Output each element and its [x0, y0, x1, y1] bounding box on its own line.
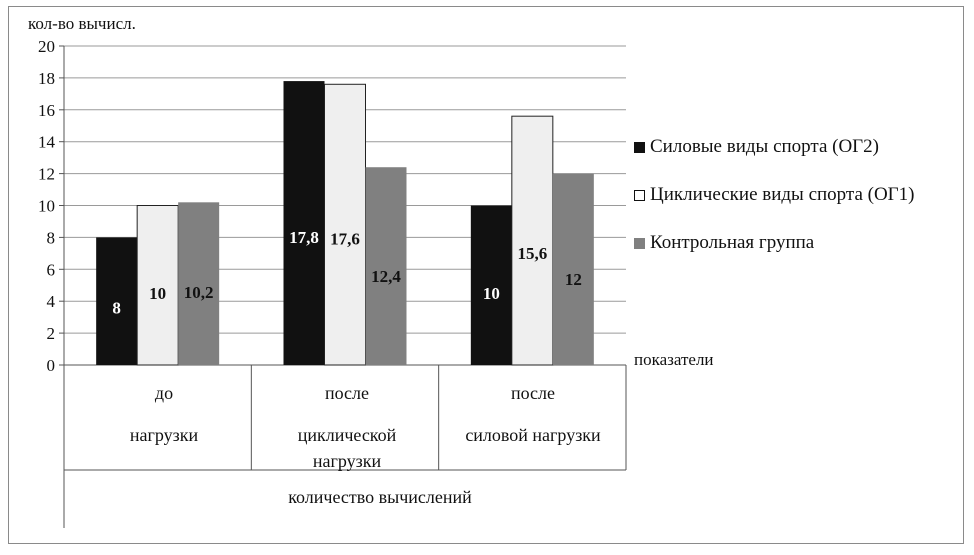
legend-item-control: Контрольная группа: [634, 228, 964, 258]
y-axis-label: кол-во вычисл.: [28, 14, 136, 33]
legend-item-cyclic: Циклические виды спорта (ОГ1): [634, 180, 964, 210]
bar: [283, 81, 325, 365]
y-tick-label: 2: [47, 324, 56, 343]
chart-frame: [8, 6, 964, 544]
y-tick-label: 4: [47, 292, 56, 311]
legend: Силовые виды спорта (ОГ2) Циклические ви…: [634, 132, 964, 276]
y-tick-label: 14: [38, 133, 56, 152]
y-tick-label: 18: [38, 69, 55, 88]
data-label: 8: [112, 299, 121, 318]
category-line2: циклической нагрузки: [297, 425, 397, 471]
legend-swatch: [634, 142, 645, 153]
x-axis-label: показатели: [634, 350, 714, 369]
y-tick-label: 12: [38, 165, 55, 184]
bar: [470, 205, 512, 365]
legend-label: Контрольная группа: [650, 232, 815, 253]
bar: [96, 237, 138, 365]
category-line1: до: [154, 383, 174, 403]
data-label: 10: [149, 284, 166, 303]
group-label: количество вычислений: [288, 487, 472, 507]
bar: [511, 115, 554, 366]
legend-label: Циклические виды спорта (ОГ1): [650, 184, 915, 205]
y-tick-label: 0: [47, 356, 56, 375]
bar: [324, 83, 366, 366]
y-tick-label: 20: [38, 37, 55, 56]
bar: [178, 202, 220, 365]
bar: [552, 173, 594, 365]
y-tick-label: 16: [38, 101, 55, 120]
bar: [365, 167, 407, 365]
category-line2: силовой нагрузки: [465, 425, 601, 445]
y-tick-label: 6: [47, 260, 56, 279]
category-line2: нагрузки: [129, 425, 199, 445]
y-tick-label: 10: [38, 197, 55, 216]
legend-swatch: [634, 238, 645, 249]
category-label-after-strength: после силовой нагрузки: [442, 380, 624, 448]
category-label-after-cyclic: после циклической нагрузки: [278, 380, 416, 474]
data-label: 12,4: [371, 267, 401, 286]
legend-swatch: [634, 190, 645, 201]
category-line1: после: [324, 383, 370, 403]
category-label-before: до нагрузки: [94, 380, 234, 448]
data-label: 12: [565, 270, 582, 289]
category-line1: после: [510, 383, 556, 403]
data-label: 15,6: [517, 244, 547, 263]
bar: [136, 205, 179, 366]
legend-label: Силовые виды спорта (ОГ2): [650, 136, 879, 157]
legend-item-strength: Силовые виды спорта (ОГ2): [634, 132, 964, 162]
data-label: 17,8: [289, 228, 319, 247]
data-label: 10,2: [184, 283, 214, 302]
data-label: 17,6: [330, 230, 360, 249]
y-tick-label: 8: [47, 228, 56, 247]
data-label: 10: [483, 284, 500, 303]
